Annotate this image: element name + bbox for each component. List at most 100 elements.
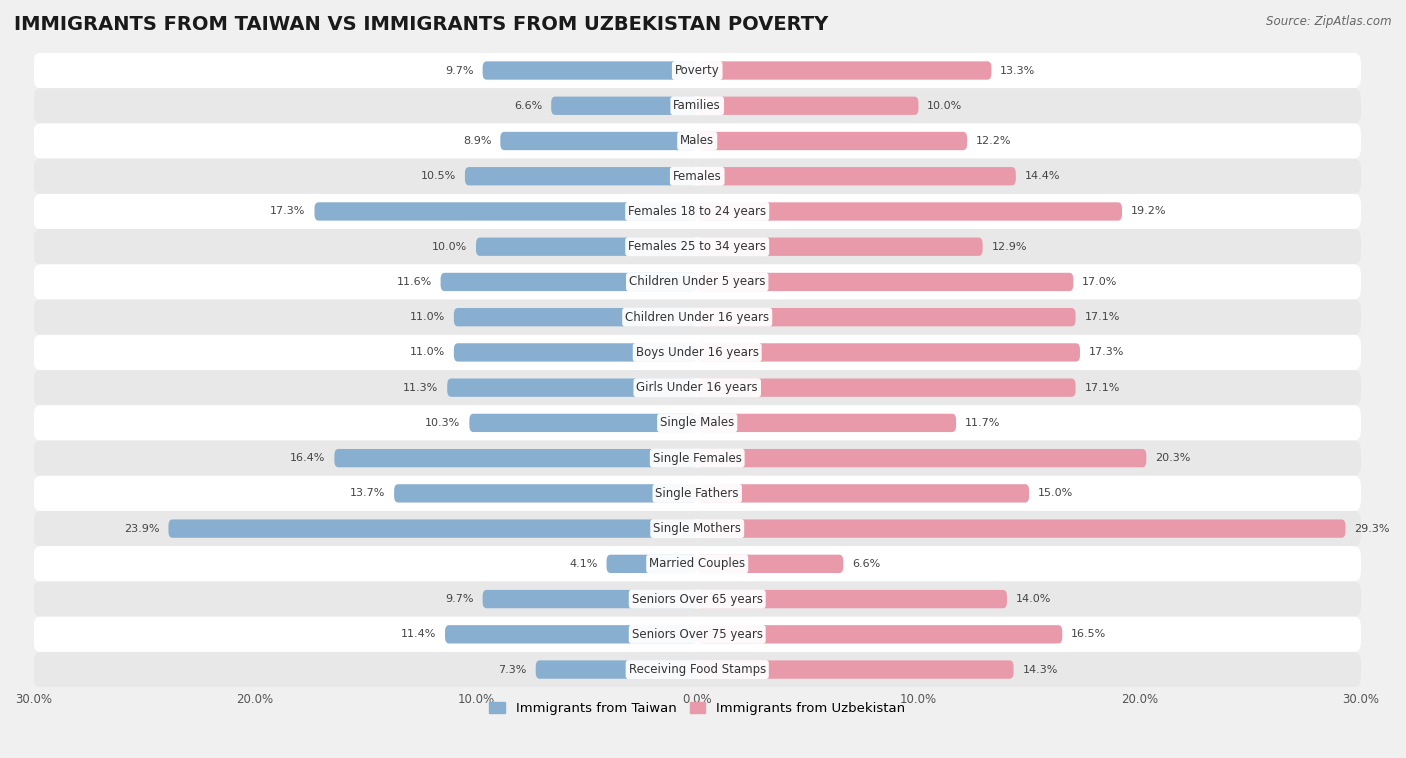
Text: 11.0%: 11.0% — [409, 312, 446, 322]
Text: Girls Under 16 years: Girls Under 16 years — [637, 381, 758, 394]
Text: 10.0%: 10.0% — [432, 242, 467, 252]
Text: Boys Under 16 years: Boys Under 16 years — [636, 346, 759, 359]
FancyBboxPatch shape — [34, 158, 1361, 194]
FancyBboxPatch shape — [501, 132, 697, 150]
FancyBboxPatch shape — [482, 590, 697, 608]
FancyBboxPatch shape — [697, 308, 1076, 327]
Text: 13.3%: 13.3% — [1000, 65, 1036, 76]
FancyBboxPatch shape — [697, 343, 1080, 362]
Text: 17.0%: 17.0% — [1083, 277, 1118, 287]
Text: 9.7%: 9.7% — [446, 594, 474, 604]
FancyBboxPatch shape — [697, 378, 1076, 397]
FancyBboxPatch shape — [34, 617, 1361, 652]
Text: 10.0%: 10.0% — [928, 101, 963, 111]
FancyBboxPatch shape — [34, 265, 1361, 299]
Text: Females: Females — [673, 170, 721, 183]
FancyBboxPatch shape — [465, 167, 697, 186]
FancyBboxPatch shape — [440, 273, 697, 291]
Text: 10.3%: 10.3% — [425, 418, 461, 428]
Text: 20.3%: 20.3% — [1156, 453, 1191, 463]
Text: 29.3%: 29.3% — [1354, 524, 1389, 534]
Text: Families: Families — [673, 99, 721, 112]
Text: Single Mothers: Single Mothers — [654, 522, 741, 535]
FancyBboxPatch shape — [470, 414, 697, 432]
Text: 19.2%: 19.2% — [1130, 206, 1167, 217]
FancyBboxPatch shape — [34, 53, 1361, 88]
Text: 6.6%: 6.6% — [515, 101, 543, 111]
Legend: Immigrants from Taiwan, Immigrants from Uzbekistan: Immigrants from Taiwan, Immigrants from … — [489, 703, 905, 716]
Text: 11.4%: 11.4% — [401, 629, 436, 639]
Text: Single Females: Single Females — [652, 452, 741, 465]
Text: Poverty: Poverty — [675, 64, 720, 77]
FancyBboxPatch shape — [169, 519, 697, 537]
FancyBboxPatch shape — [697, 132, 967, 150]
FancyBboxPatch shape — [697, 414, 956, 432]
Text: 9.7%: 9.7% — [446, 65, 474, 76]
Text: 6.6%: 6.6% — [852, 559, 880, 568]
Text: IMMIGRANTS FROM TAIWAN VS IMMIGRANTS FROM UZBEKISTAN POVERTY: IMMIGRANTS FROM TAIWAN VS IMMIGRANTS FRO… — [14, 15, 828, 34]
Text: 14.4%: 14.4% — [1025, 171, 1060, 181]
FancyBboxPatch shape — [606, 555, 697, 573]
Text: Married Couples: Married Couples — [650, 557, 745, 570]
Text: Receiving Food Stamps: Receiving Food Stamps — [628, 663, 766, 676]
Text: 12.2%: 12.2% — [976, 136, 1011, 146]
FancyBboxPatch shape — [34, 440, 1361, 476]
Text: Source: ZipAtlas.com: Source: ZipAtlas.com — [1267, 15, 1392, 28]
Text: 7.3%: 7.3% — [499, 665, 527, 675]
Text: Children Under 5 years: Children Under 5 years — [628, 275, 765, 289]
FancyBboxPatch shape — [697, 660, 1014, 678]
Text: Single Fathers: Single Fathers — [655, 487, 740, 500]
Text: 17.3%: 17.3% — [1088, 347, 1125, 358]
FancyBboxPatch shape — [697, 519, 1346, 537]
FancyBboxPatch shape — [482, 61, 697, 80]
FancyBboxPatch shape — [697, 555, 844, 573]
FancyBboxPatch shape — [34, 406, 1361, 440]
FancyBboxPatch shape — [335, 449, 697, 467]
Text: 15.0%: 15.0% — [1038, 488, 1073, 498]
Text: Single Males: Single Males — [659, 416, 734, 429]
Text: 8.9%: 8.9% — [463, 136, 492, 146]
Text: 14.0%: 14.0% — [1015, 594, 1052, 604]
Text: Seniors Over 75 years: Seniors Over 75 years — [631, 628, 762, 641]
FancyBboxPatch shape — [34, 547, 1361, 581]
Text: 4.1%: 4.1% — [569, 559, 598, 568]
FancyBboxPatch shape — [34, 370, 1361, 406]
FancyBboxPatch shape — [315, 202, 697, 221]
Text: 17.3%: 17.3% — [270, 206, 305, 217]
FancyBboxPatch shape — [34, 299, 1361, 335]
Text: 11.7%: 11.7% — [965, 418, 1000, 428]
FancyBboxPatch shape — [454, 343, 697, 362]
Text: 11.3%: 11.3% — [404, 383, 439, 393]
FancyBboxPatch shape — [697, 96, 918, 115]
FancyBboxPatch shape — [454, 308, 697, 327]
FancyBboxPatch shape — [34, 476, 1361, 511]
FancyBboxPatch shape — [551, 96, 697, 115]
Text: 17.1%: 17.1% — [1084, 312, 1119, 322]
FancyBboxPatch shape — [697, 625, 1063, 644]
FancyBboxPatch shape — [34, 335, 1361, 370]
FancyBboxPatch shape — [477, 237, 697, 256]
FancyBboxPatch shape — [34, 511, 1361, 547]
Text: 16.5%: 16.5% — [1071, 629, 1107, 639]
FancyBboxPatch shape — [446, 625, 697, 644]
FancyBboxPatch shape — [697, 273, 1073, 291]
Text: 14.3%: 14.3% — [1022, 665, 1057, 675]
FancyBboxPatch shape — [697, 167, 1015, 186]
Text: Children Under 16 years: Children Under 16 years — [626, 311, 769, 324]
FancyBboxPatch shape — [697, 449, 1146, 467]
Text: 13.7%: 13.7% — [350, 488, 385, 498]
FancyBboxPatch shape — [34, 652, 1361, 688]
FancyBboxPatch shape — [536, 660, 697, 678]
Text: Seniors Over 65 years: Seniors Over 65 years — [631, 593, 762, 606]
Text: Males: Males — [681, 134, 714, 148]
Text: 11.6%: 11.6% — [396, 277, 432, 287]
FancyBboxPatch shape — [697, 61, 991, 80]
FancyBboxPatch shape — [697, 484, 1029, 503]
FancyBboxPatch shape — [447, 378, 697, 397]
Text: 23.9%: 23.9% — [124, 524, 160, 534]
Text: 12.9%: 12.9% — [991, 242, 1026, 252]
FancyBboxPatch shape — [34, 88, 1361, 124]
Text: Females 25 to 34 years: Females 25 to 34 years — [628, 240, 766, 253]
Text: Females 18 to 24 years: Females 18 to 24 years — [628, 205, 766, 218]
FancyBboxPatch shape — [697, 237, 983, 256]
